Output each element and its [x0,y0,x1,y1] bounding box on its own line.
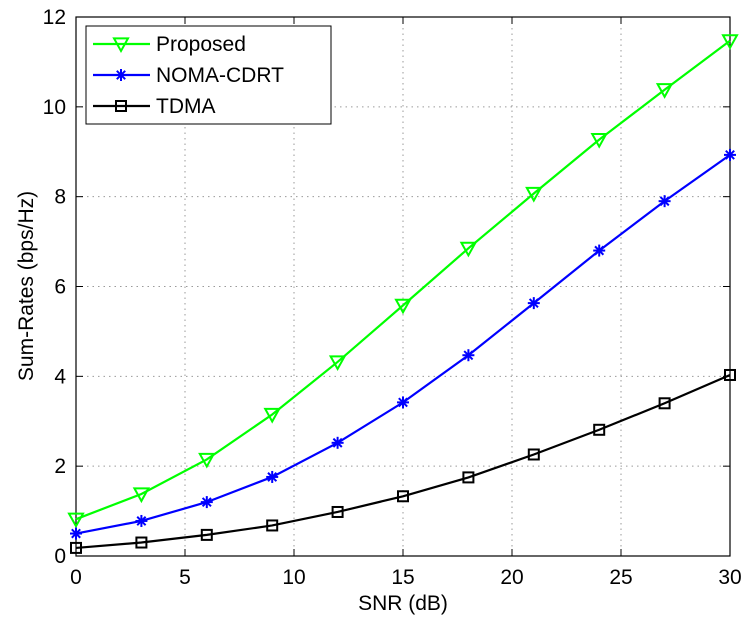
data-point-proposed [67,512,85,529]
series-noma-cdrt [70,148,736,540]
data-point-proposed [394,298,412,315]
legend-item-proposed: Proposed [93,33,246,56]
asterisk-stroke [725,149,735,160]
data-point-proposed [590,133,608,149]
data-point-proposed [132,487,151,504]
data-point-tdma [658,397,671,410]
data-point-tdma [200,528,213,541]
asterisk-stroke [463,350,474,361]
data-point-tdma [593,423,606,436]
asterisk-stroke [71,528,81,539]
data-point-tdma [70,541,82,554]
data-point-proposed [721,34,739,50]
data-point-tdma [397,490,409,503]
x-tick-label: 20 [500,566,523,589]
data-point-noma-cdrt [658,195,671,208]
x-tick-label: 0 [70,566,82,589]
data-point-tdma [135,536,148,549]
y-tick-label: 2 [54,455,66,478]
data-point-proposed [328,355,347,372]
y-tick-label: 4 [54,365,66,388]
legend-marker [115,100,127,112]
asterisk-stroke [528,298,539,309]
series-tdma [70,368,736,554]
data-point-noma-cdrt [397,396,409,409]
data-point-proposed [459,241,478,258]
x-tick-label: 25 [609,566,632,589]
x-axis-label: SNR (dB) [358,592,448,615]
legend-label: Proposed [156,33,246,56]
data-point-tdma [724,368,736,381]
asterisk-stroke [659,196,670,207]
data-point-proposed [198,452,216,469]
legend-item-noma-cdrt: NOMA-CDRT [93,64,284,87]
asterisk-stroke [136,516,147,526]
data-point-tdma [462,471,475,484]
data-point-noma-cdrt [724,148,736,161]
legend: Proposed NOMA-CDRT TDMA [85,25,332,125]
y-tick-label: 0 [54,545,66,568]
data-point-proposed [263,407,281,424]
asterisk-stroke [201,497,212,508]
axis-ticks: 0 5 10 15 20 25 30 0 2 4 6 8 10 12 [43,6,742,589]
x-tick-label: 15 [391,566,414,589]
data-point-noma-cdrt [266,470,279,483]
data-point-noma-cdrt [462,349,475,362]
legend-marker [115,69,127,81]
asterisk-stroke [398,397,408,408]
data-point-noma-cdrt [527,297,540,310]
legend-label: NOMA-CDRT [156,64,284,87]
legend-label: TDMA [156,95,216,118]
y-tick-label: 8 [54,186,66,209]
grid [76,17,730,556]
legend-item-tdma: TDMA [93,95,216,118]
data-point-proposed [655,83,674,99]
data-point-noma-cdrt [70,527,82,540]
y-axis-label: Sum-Rates (bps/Hz) [15,191,38,381]
x-tick-label: 10 [282,566,305,589]
asterisk-stroke [116,70,126,80]
y-tick-label: 12 [43,6,66,29]
y-tick-label: 10 [43,96,66,119]
data-point-noma-cdrt [200,496,213,509]
x-tick-label: 5 [179,566,191,589]
series-line-proposed [75,39,731,521]
data-point-noma-cdrt [331,436,344,449]
legend-marker [112,37,130,54]
data-point-noma-cdrt [135,514,148,527]
series-line-tdma [75,373,731,550]
x-tick-label: 30 [718,566,741,589]
data-point-noma-cdrt [593,244,606,257]
asterisk-stroke [594,245,605,256]
data-point-tdma [331,505,344,518]
series-layer [67,34,739,554]
asterisk-stroke [332,437,343,448]
asterisk-stroke [267,472,278,482]
data-point-tdma [266,519,279,532]
y-tick-label: 6 [54,276,66,299]
series-proposed [67,34,739,529]
data-point-tdma [527,448,540,461]
data-point-proposed [525,186,543,203]
